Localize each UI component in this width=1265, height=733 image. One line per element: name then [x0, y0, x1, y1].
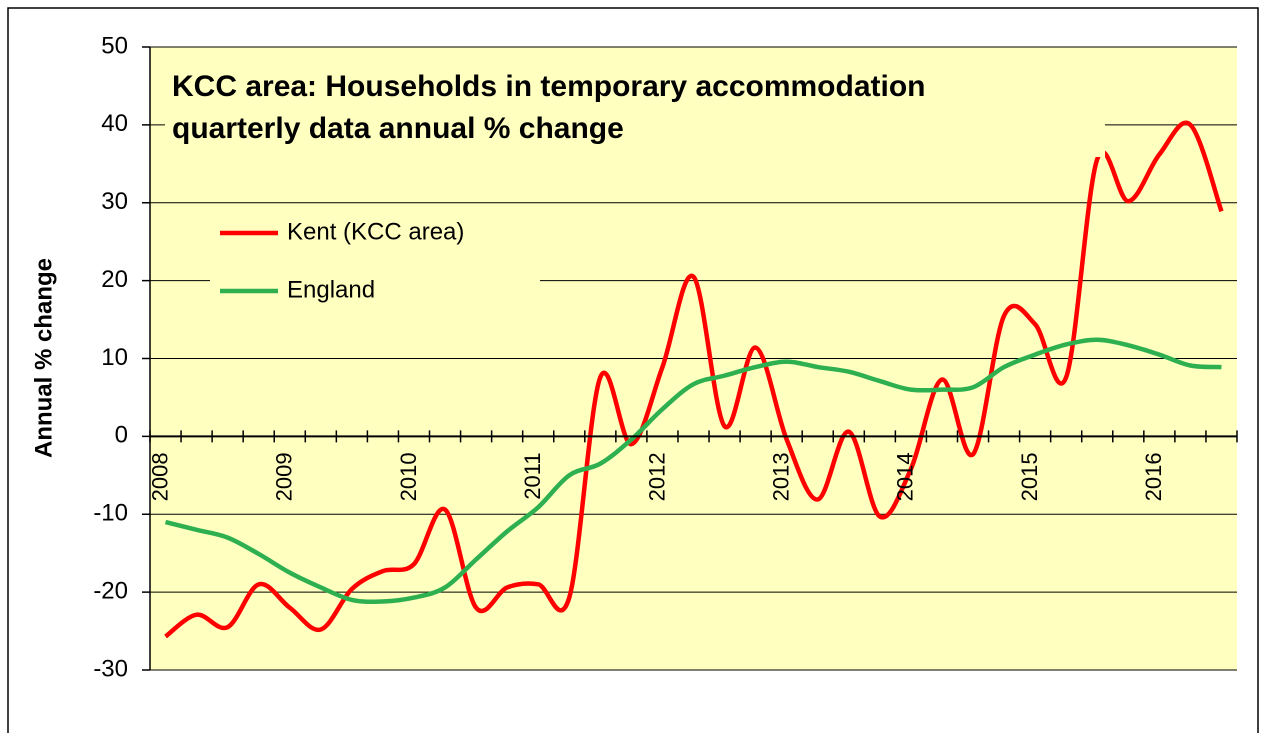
frame	[7, 7, 1259, 733]
y-tick-label: 50	[101, 32, 128, 59]
x-tick-label: 2008	[147, 452, 172, 501]
x-tick-label: 2012	[644, 452, 669, 501]
x-tick-label: 2013	[768, 452, 793, 501]
x-tick-label: 2016	[1141, 452, 1166, 501]
y-tick-label: 20	[101, 266, 128, 293]
y-tick-label: 0	[115, 422, 128, 449]
x-tick-label: 2015	[1017, 452, 1042, 501]
chart-title: KCC area: Households in temporary accomm…	[172, 70, 926, 103]
x-tick-label: 2014	[893, 452, 918, 501]
y-axis-title: Annual % change	[30, 258, 57, 458]
series-line	[164, 120, 1224, 639]
y-tick-label: 40	[101, 110, 128, 137]
y-tick-label: -20	[93, 577, 128, 604]
y-tick-label: 10	[101, 344, 128, 371]
y-tick-label: 30	[101, 188, 128, 215]
series-line	[164, 337, 1222, 605]
x-tick-label: 2010	[396, 452, 421, 501]
title-bg	[165, 62, 1105, 157]
x-tick-label: 2009	[272, 452, 297, 501]
y-tick-label: -30	[93, 655, 128, 682]
chart-title: quarterly data annual % change	[172, 112, 624, 145]
y-tick-label: -10	[93, 500, 128, 527]
legend-label: England	[287, 276, 375, 303]
legend-label: Kent (KCC area)	[287, 218, 464, 245]
x-tick-label: 2011	[520, 452, 545, 499]
